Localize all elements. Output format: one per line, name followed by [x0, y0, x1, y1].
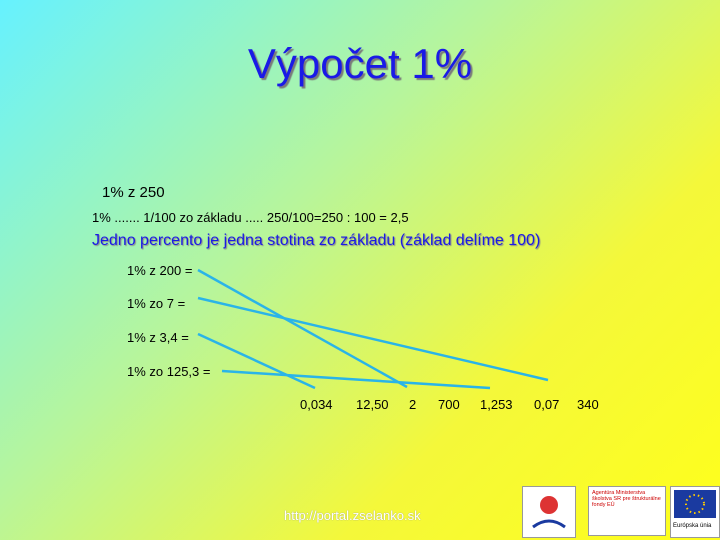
answer: 12,50 — [356, 397, 389, 412]
title: Výpočet 1% — [247, 40, 473, 87]
rule: Jedno percento je jedna stotina zo zákla… — [92, 232, 541, 249]
example-heading: 1% z 250 — [102, 184, 165, 201]
connector — [197, 296, 549, 382]
exercise: 1% zo 7 = — [127, 296, 186, 311]
answer: 0,07 — [534, 397, 560, 412]
answer: 0,034 — [300, 397, 333, 412]
answer: 1,253 — [480, 397, 513, 412]
logo-school — [522, 486, 576, 538]
connector — [197, 268, 408, 389]
example-calculation: 1% ....... 1/100 zo základu ..... 250/10… — [92, 210, 409, 225]
logo-shape — [540, 496, 558, 514]
answer: 340 — [577, 397, 599, 412]
eu-label: Európska únia — [673, 523, 712, 529]
logo-graphic — [532, 496, 566, 529]
logo-agency: Agentúra Ministerstva školstva SR pre št… — [588, 486, 666, 536]
connector — [197, 332, 316, 390]
logo-eu: Európska únia — [670, 486, 720, 538]
eu-flag — [674, 490, 716, 518]
footer-url: http://portal.zselanko.sk — [284, 508, 421, 523]
logo-shape — [532, 519, 566, 529]
exercise: 1% z 3,4 = — [127, 330, 189, 345]
stars — [685, 494, 705, 514]
answer: 700 — [438, 397, 460, 412]
exercise: 1% z 200 = — [127, 263, 193, 278]
exercise: 1% zo 125,3 = — [127, 364, 211, 379]
answer: 2 — [409, 397, 417, 412]
connector — [221, 369, 491, 390]
